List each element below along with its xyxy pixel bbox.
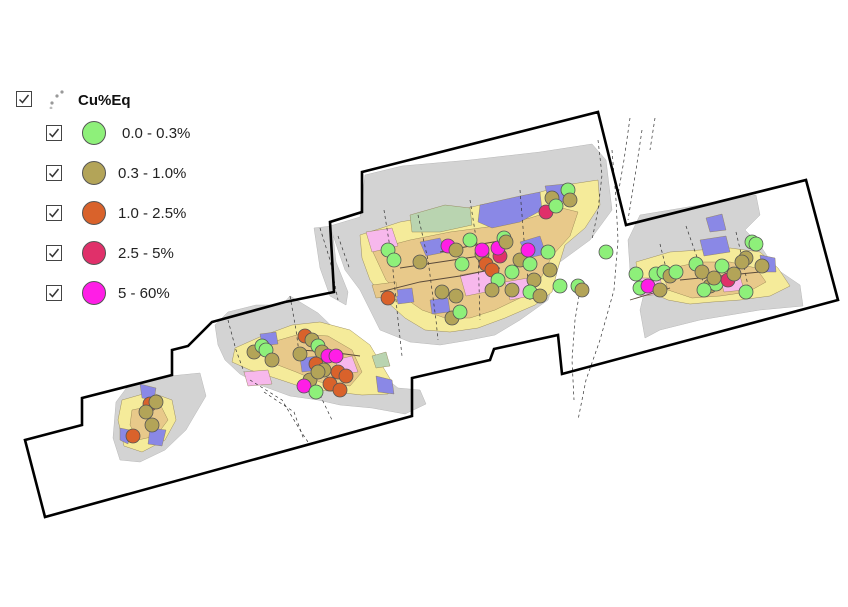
sample-point xyxy=(738,284,754,300)
legend-class-row: 0.3 - 1.0% xyxy=(46,158,246,190)
class-label: 0.3 - 1.0% xyxy=(118,165,187,182)
sample-point xyxy=(540,244,556,260)
class-label: 2.5 - 5% xyxy=(118,245,174,262)
legend-class-row: 0.0 - 0.3% xyxy=(46,118,246,150)
sample-point xyxy=(386,252,402,268)
checkbox-icon xyxy=(48,128,60,138)
checkbox-icon xyxy=(48,208,60,218)
sample-point xyxy=(628,266,644,282)
points-layer-icon xyxy=(49,90,64,109)
class-swatch xyxy=(82,201,106,225)
sample-point xyxy=(696,282,712,298)
class-checkbox[interactable] xyxy=(46,165,62,181)
sample-point xyxy=(532,288,548,304)
sample-point xyxy=(726,266,742,282)
sample-point xyxy=(292,346,308,362)
class-swatch xyxy=(82,281,106,305)
checkbox-icon xyxy=(48,248,60,258)
class-checkbox[interactable] xyxy=(46,205,62,221)
sample-point xyxy=(448,288,464,304)
sample-point xyxy=(138,404,154,420)
sample-point xyxy=(498,234,514,250)
class-label: 5 - 60% xyxy=(118,285,170,302)
legend-class-row: 5 - 60% xyxy=(46,278,246,310)
sample-point xyxy=(504,264,520,280)
claim-boundary xyxy=(23,110,840,519)
sample-point xyxy=(452,304,468,320)
class-swatch xyxy=(82,161,106,185)
class-swatch xyxy=(82,241,106,265)
sample-point xyxy=(448,242,464,258)
sample-point xyxy=(148,394,164,410)
layer-checkbox[interactable] xyxy=(16,91,32,107)
sample-point xyxy=(338,368,354,384)
class-label: 1.0 - 2.5% xyxy=(118,205,187,222)
sample-point xyxy=(734,254,750,270)
class-swatch xyxy=(82,121,106,145)
sample-point xyxy=(598,244,614,260)
sample-point xyxy=(308,384,324,400)
class-checkbox[interactable] xyxy=(46,245,62,261)
sample-point xyxy=(522,256,538,272)
class-label: 0.0 - 0.3% xyxy=(122,125,191,142)
sample-point xyxy=(380,290,396,306)
sample-point xyxy=(754,258,770,274)
legend-layer-header: Cu%Eq xyxy=(12,88,212,114)
class-checkbox[interactable] xyxy=(46,125,62,141)
checkbox-icon xyxy=(48,288,60,298)
sample-points xyxy=(125,182,770,444)
sample-point xyxy=(264,352,280,368)
sample-point xyxy=(125,428,141,444)
sample-point xyxy=(748,236,764,252)
legend-class-row: 2.5 - 5% xyxy=(46,238,246,270)
sample-point xyxy=(520,242,536,258)
sample-point xyxy=(412,254,428,270)
checkbox-icon xyxy=(18,94,30,104)
sample-point xyxy=(144,417,160,433)
legend-class-row: 1.0 - 2.5% xyxy=(46,198,246,230)
sample-point xyxy=(652,282,668,298)
sample-point xyxy=(574,282,590,298)
class-checkbox[interactable] xyxy=(46,285,62,301)
sample-point xyxy=(668,264,684,280)
sample-point xyxy=(484,282,500,298)
sample-point xyxy=(310,364,326,380)
sample-point xyxy=(542,262,558,278)
sample-point xyxy=(328,348,344,364)
sample-point xyxy=(434,284,450,300)
sample-point xyxy=(714,258,730,274)
layer-name: Cu%Eq xyxy=(78,92,131,109)
sample-point xyxy=(548,198,564,214)
sample-point xyxy=(562,192,578,208)
sample-point xyxy=(504,282,520,298)
sample-point xyxy=(706,270,722,286)
sample-point xyxy=(694,264,710,280)
sample-point xyxy=(552,278,568,294)
sample-point xyxy=(454,256,470,272)
sample-point xyxy=(462,232,478,248)
checkbox-icon xyxy=(48,168,60,178)
sample-point xyxy=(474,242,490,258)
sample-point xyxy=(296,378,312,394)
sample-point xyxy=(332,382,348,398)
